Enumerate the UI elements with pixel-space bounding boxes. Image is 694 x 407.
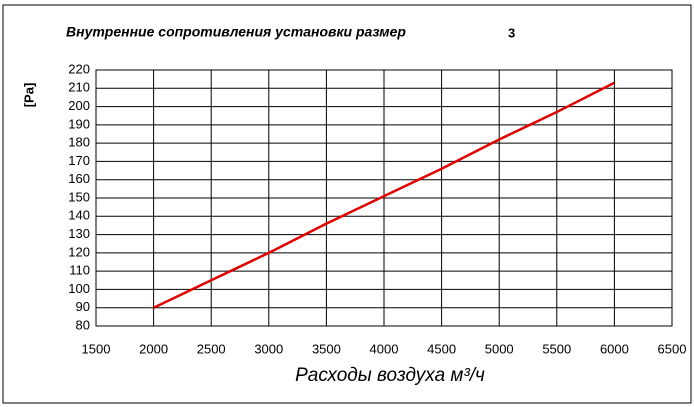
- y-tick-label: 160: [68, 171, 90, 186]
- y-tick-label: 120: [68, 244, 90, 259]
- y-tick-label: 190: [68, 116, 90, 131]
- x-tick-label: 6000: [600, 341, 629, 356]
- y-tick-label: 130: [68, 226, 90, 241]
- y-tick-label: 150: [68, 189, 90, 204]
- x-tick-label: 6500: [658, 341, 687, 356]
- y-tick-label: 110: [69, 263, 90, 278]
- y-tick-label: 140: [68, 208, 90, 223]
- y-tick-label: 100: [68, 281, 90, 296]
- x-tick-label: 4500: [427, 341, 456, 356]
- x-tick-label: 4000: [370, 341, 399, 356]
- x-tick-label: 3000: [254, 341, 283, 356]
- y-tick-label: 170: [68, 153, 90, 168]
- x-tick-label: 2000: [139, 341, 168, 356]
- y-tick-label: 90: [76, 299, 90, 314]
- x-tick-label: 2500: [197, 341, 226, 356]
- y-tick-label: 80: [76, 317, 90, 332]
- y-tick-label: 220: [68, 61, 90, 76]
- data-line: [153, 81, 615, 309]
- y-tick-label: 210: [68, 80, 90, 95]
- x-tick-label: 3500: [312, 341, 341, 356]
- y-axis-label: [Pa]: [21, 83, 36, 108]
- chart-title: Внутренние сопротивления установки разме…: [66, 24, 406, 40]
- x-tick-label: 1500: [82, 341, 111, 356]
- x-tick-label: 5000: [485, 341, 514, 356]
- x-tick-label: 5500: [542, 341, 571, 356]
- y-tick-label: 180: [68, 135, 90, 150]
- y-tick-label: 200: [68, 98, 90, 113]
- chart-title-number: 3: [508, 25, 515, 40]
- x-axis-label: Расходы воздуха м³/ч: [295, 365, 485, 386]
